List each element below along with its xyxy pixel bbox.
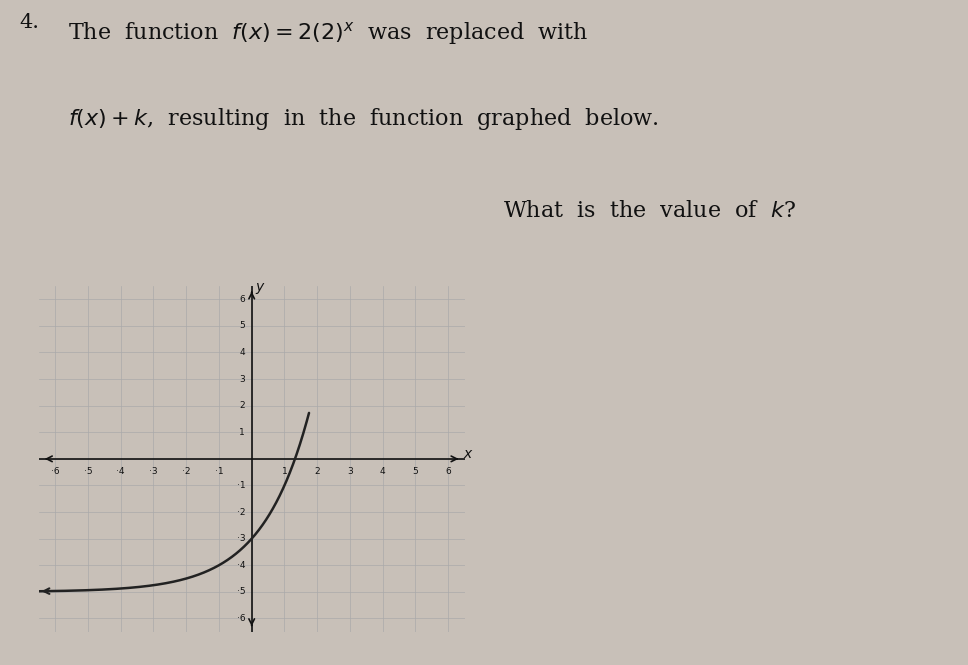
- Text: What  is  the  value  of  $k$?: What is the value of $k$?: [503, 200, 797, 221]
- Text: 2: 2: [315, 467, 320, 476]
- Text: 4: 4: [239, 348, 245, 357]
- Text: 1: 1: [282, 467, 287, 476]
- Text: x: x: [464, 447, 472, 461]
- Text: ·3: ·3: [149, 467, 158, 476]
- Text: 4: 4: [379, 467, 385, 476]
- Text: $f(x) + k$,  resulting  in  the  function  graphed  below.: $f(x) + k$, resulting in the function gr…: [68, 106, 658, 132]
- Text: ·5: ·5: [83, 467, 92, 476]
- Text: 4.: 4.: [19, 13, 40, 33]
- Text: 3: 3: [348, 467, 353, 476]
- Text: 5: 5: [239, 321, 245, 331]
- Text: ·1: ·1: [236, 481, 245, 490]
- Text: 3: 3: [239, 374, 245, 384]
- Text: ·4: ·4: [116, 467, 125, 476]
- Text: 6: 6: [239, 295, 245, 304]
- Text: ·2: ·2: [236, 507, 245, 517]
- Text: The  function  $f(x) = 2(2)^x$  was  replaced  with: The function $f(x) = 2(2)^x$ was replace…: [68, 20, 589, 47]
- Text: 6: 6: [445, 467, 451, 476]
- Text: ·4: ·4: [236, 561, 245, 570]
- Text: 5: 5: [412, 467, 418, 476]
- Text: y: y: [256, 280, 264, 295]
- Text: 1: 1: [239, 428, 245, 437]
- Text: ·6: ·6: [236, 614, 245, 623]
- Text: ·6: ·6: [50, 467, 59, 476]
- Text: 2: 2: [239, 401, 245, 410]
- Text: ·3: ·3: [236, 534, 245, 543]
- Text: ·2: ·2: [182, 467, 191, 476]
- Text: ·1: ·1: [215, 467, 224, 476]
- Text: ·5: ·5: [236, 587, 245, 597]
